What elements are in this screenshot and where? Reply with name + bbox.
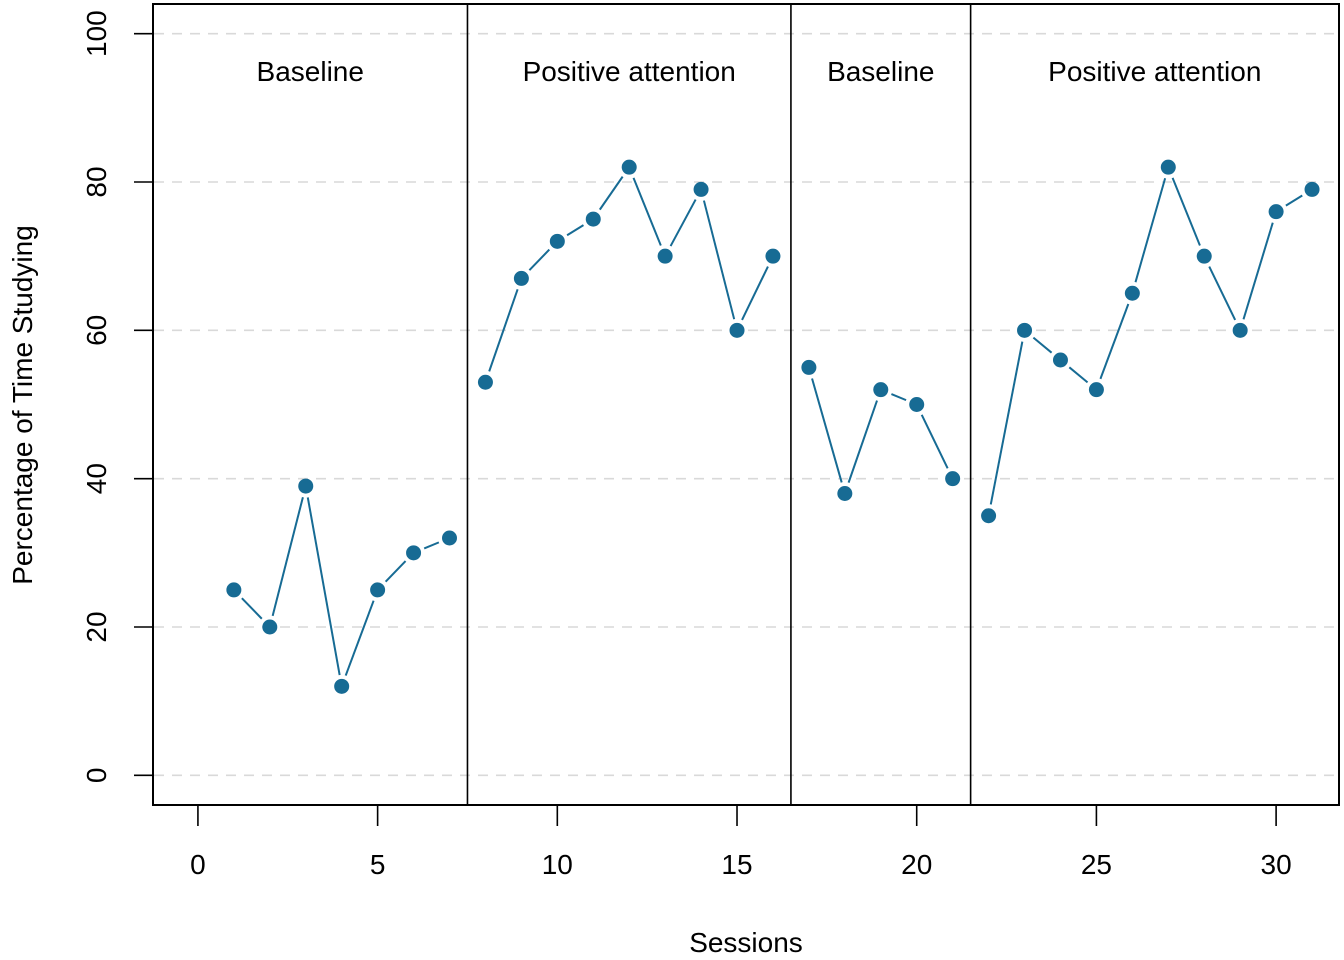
data-point — [765, 248, 781, 264]
y-axis-title: Percentage of Time Studying — [7, 225, 38, 585]
data-point — [873, 382, 889, 398]
data-point — [657, 248, 673, 264]
series-line — [1285, 194, 1303, 207]
phase-label: Baseline — [827, 56, 934, 87]
series-line — [1134, 177, 1167, 283]
data-point — [1232, 322, 1248, 338]
y-tick-label: 40 — [81, 463, 112, 494]
data-point — [1052, 352, 1068, 368]
y-tick-label: 0 — [81, 768, 112, 784]
y-axis: 0 20 40 60 80 100 — [81, 10, 154, 784]
phase-label: Positive attention — [523, 56, 736, 87]
phase-label: Baseline — [257, 56, 364, 87]
series-line — [598, 176, 624, 211]
x-tick-label: 10 — [542, 849, 573, 880]
data-series — [226, 159, 1320, 694]
data-point — [981, 508, 997, 524]
data-point — [406, 545, 422, 561]
series-line — [669, 199, 697, 247]
series-line — [1099, 303, 1130, 380]
y-tick-label: 60 — [81, 315, 112, 346]
phase-label: Positive attention — [1048, 56, 1261, 87]
data-point — [549, 233, 565, 249]
gridlines — [154, 32, 1338, 777]
data-point — [370, 582, 386, 598]
series — [801, 359, 961, 501]
x-tick-label: 20 — [901, 849, 932, 880]
data-point — [1196, 248, 1212, 264]
data-point — [801, 359, 817, 375]
y-tick-label: 20 — [81, 611, 112, 642]
series-line — [1208, 266, 1237, 321]
series-line — [847, 400, 878, 483]
series-line — [741, 266, 769, 321]
x-tick-label: 15 — [721, 849, 752, 880]
data-point — [1088, 382, 1104, 398]
data-point — [334, 678, 350, 694]
data-point — [262, 619, 278, 635]
data-point — [513, 270, 529, 286]
data-point — [909, 397, 925, 412]
data-point — [621, 159, 637, 175]
series-line — [384, 560, 407, 583]
y-tick-label: 100 — [81, 10, 112, 57]
data-point — [1124, 285, 1140, 301]
series — [226, 478, 457, 694]
x-tick-label: 5 — [370, 849, 386, 880]
series-line — [271, 496, 304, 617]
series-line — [241, 597, 263, 620]
data-point — [1304, 181, 1320, 197]
series-line — [891, 393, 907, 402]
x-tick-label: 30 — [1261, 849, 1292, 880]
series-line — [423, 541, 440, 550]
data-point — [226, 582, 242, 598]
series-line — [632, 177, 662, 246]
series-line — [528, 248, 551, 271]
data-point — [1160, 159, 1176, 175]
series-line — [702, 200, 736, 320]
data-point — [477, 374, 493, 390]
data-point — [837, 486, 853, 501]
series-line — [488, 288, 519, 372]
series-line — [989, 341, 1024, 505]
x-tick-label: 25 — [1081, 849, 1112, 880]
data-point — [729, 322, 745, 338]
series-line — [920, 414, 949, 469]
phase-dividers — [466, 4, 972, 805]
series — [981, 159, 1320, 524]
series-line — [566, 224, 585, 237]
series-line — [306, 497, 341, 676]
data-point — [1017, 322, 1033, 338]
data-point — [945, 471, 961, 487]
data-point — [442, 530, 457, 546]
series-line — [344, 600, 375, 676]
x-axis-title: Sessions — [689, 927, 803, 958]
data-point — [693, 181, 709, 197]
data-point — [298, 478, 314, 494]
series-line — [811, 378, 843, 483]
series-line — [1242, 222, 1274, 320]
plot-frame — [152, 3, 1340, 806]
x-axis: 0 5 10 15 20 25 30 — [190, 804, 1292, 880]
data-point — [1268, 204, 1284, 220]
data-point — [585, 211, 601, 227]
series-line — [1032, 336, 1053, 354]
series-line — [1068, 366, 1089, 384]
y-tick-label: 80 — [81, 166, 112, 197]
series-line — [1171, 177, 1201, 246]
series — [477, 159, 781, 390]
x-tick-label: 0 — [190, 849, 206, 880]
phase-labels: Baseline Positive attention Baseline Positi… — [257, 56, 1262, 87]
